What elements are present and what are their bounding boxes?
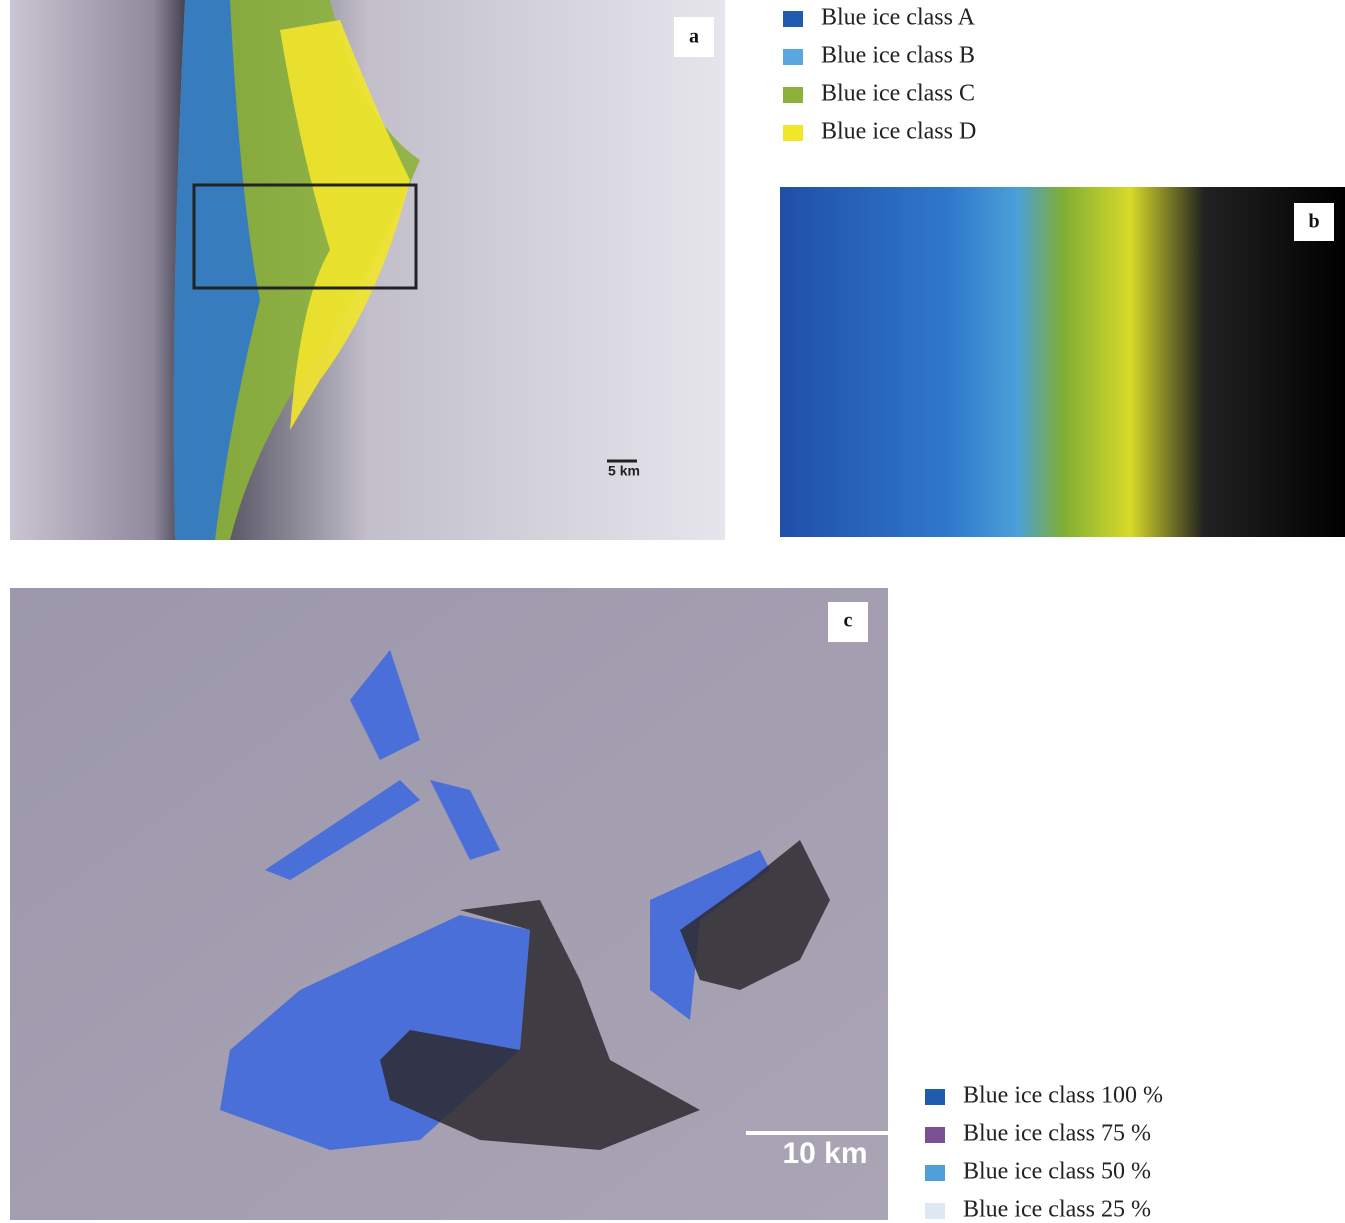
legend-label: Blue ice class C	[821, 81, 975, 107]
scale-label: 5 km	[608, 463, 640, 479]
legend-swatch	[925, 1127, 945, 1143]
panel-a: a 5 km	[10, 0, 725, 540]
panel-label: c	[844, 610, 853, 632]
panel-label: a	[689, 26, 699, 48]
legend-swatch	[783, 11, 803, 27]
legend-swatch	[925, 1089, 945, 1105]
legend-swatch	[783, 87, 803, 103]
panel-label: b	[1308, 211, 1319, 233]
inset-image	[780, 187, 1345, 537]
figure: a 5 km Blue ice class ABlue ice class BB…	[0, 0, 1345, 1223]
panel-c: c 10 km	[10, 588, 888, 1220]
legend-swatch	[783, 125, 803, 141]
panel-b: b	[780, 187, 1345, 537]
legend-label: Blue ice class 50 %	[963, 1159, 1151, 1185]
legend: Blue ice class A Blue ice class B Blue ice…	[783, 5, 976, 145]
legend-label: Blue ice class 75 %	[963, 1121, 1151, 1147]
legend: Blue ice class 100 % Blue ice class 75 % B…	[925, 1083, 1163, 1223]
legend-label: Blue ice class A	[821, 5, 976, 31]
scale-label: 10 km	[782, 1137, 867, 1170]
legend-swatch	[925, 1203, 945, 1219]
legend-label: Blue ice class 100 %	[963, 1083, 1163, 1109]
legend-label: Blue ice class D	[821, 119, 976, 145]
legend-swatch	[925, 1165, 945, 1181]
legend-swatch	[783, 49, 803, 65]
legend-label: Blue ice class 25 %	[963, 1197, 1151, 1223]
legend-label: Blue ice class B	[821, 43, 975, 69]
